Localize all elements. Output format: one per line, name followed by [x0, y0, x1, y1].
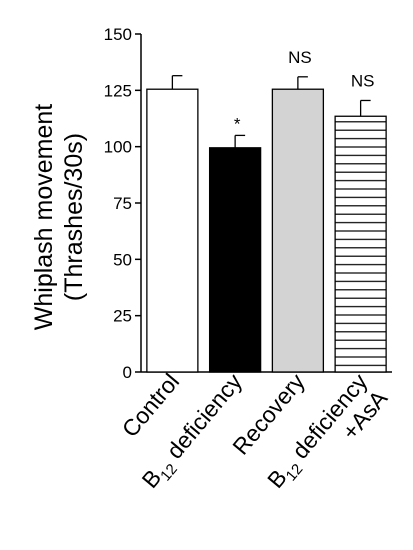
bar	[208, 147, 262, 373]
significance-label: NS	[288, 48, 312, 67]
bar	[334, 115, 387, 373]
y-tick-label: 50	[113, 250, 132, 269]
y-tick-label: 75	[113, 194, 132, 213]
bar	[271, 88, 325, 373]
y-tick-label: 125	[104, 81, 132, 100]
significance-label: *	[234, 114, 241, 133]
y-tick-label: 150	[104, 25, 132, 44]
y-axis-title-line2: (Thrashes/30s)	[60, 133, 88, 301]
y-axis-title-line1: Whiplash movement	[30, 104, 58, 331]
y-tick-label: 25	[113, 307, 132, 326]
y-tick-label: 100	[104, 138, 132, 157]
significance-label: NS	[351, 71, 375, 90]
y-axis-title: Whiplash movement (Thrashes/30s)	[30, 104, 88, 331]
bar	[146, 88, 199, 373]
y-tick-label: 0	[123, 363, 132, 382]
